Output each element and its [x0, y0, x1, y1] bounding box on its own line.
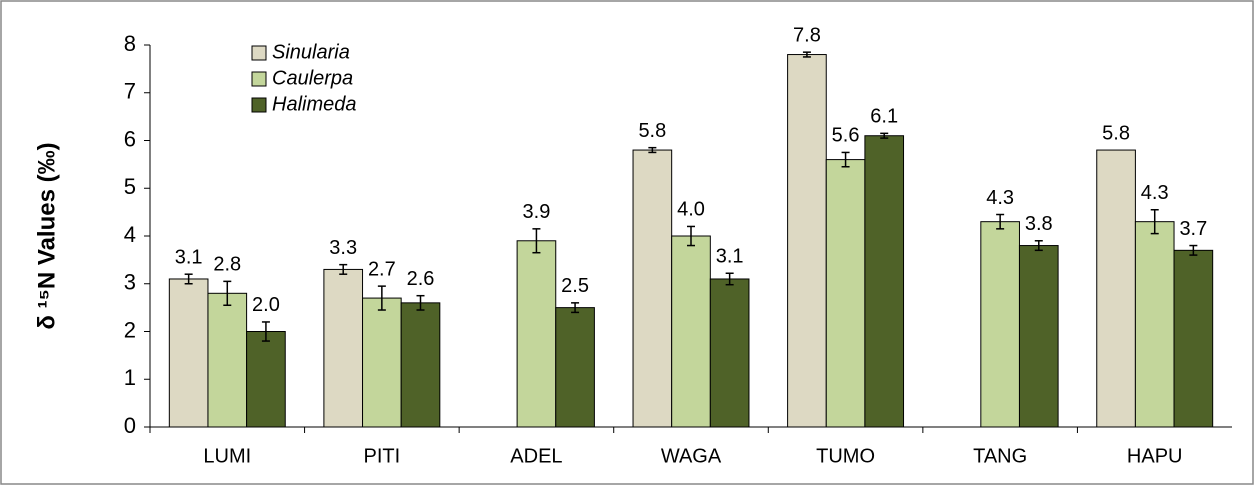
bar: [864, 135, 905, 428]
y-tick-label: 6: [124, 126, 136, 151]
bar: [1096, 149, 1136, 428]
bar: [980, 221, 1020, 428]
bar: [362, 297, 402, 428]
x-tick-label: WAGA: [661, 445, 722, 467]
y-tick-label: 5: [124, 174, 136, 199]
bar: [1134, 221, 1175, 428]
legend-swatch: [251, 71, 267, 87]
bar: [787, 54, 827, 428]
data-label: 3.7: [1179, 218, 1207, 240]
data-label: 3.8: [1025, 213, 1053, 235]
legend-swatch: [251, 45, 267, 61]
data-label: 6.1: [870, 106, 898, 128]
bar: [671, 235, 711, 428]
x-tick-label: HAPU: [1127, 445, 1183, 467]
bar: [825, 159, 866, 428]
data-label: 4.3: [1141, 182, 1169, 204]
data-label: 5.6: [832, 125, 860, 147]
y-tick-label: 4: [124, 222, 136, 247]
y-tick-label: 0: [124, 413, 136, 438]
legend-text: Sinularia: [272, 41, 350, 63]
bar: [246, 331, 286, 428]
y-tick-label: 3: [124, 270, 136, 295]
x-tick-label: ADEL: [510, 445, 562, 467]
x-tick-label: LUMI: [203, 445, 251, 467]
data-label: 2.7: [368, 258, 396, 280]
y-tick-label: 1: [124, 365, 136, 390]
data-label: 4.0: [677, 199, 705, 221]
legend-text: Halimeda: [272, 93, 356, 115]
data-label: 5.8: [1102, 122, 1130, 144]
y-axis-label: δ ¹⁵N Values (‰): [33, 142, 60, 329]
data-label: 3.9: [523, 201, 551, 223]
bar: [516, 240, 557, 428]
bar: [1173, 249, 1214, 428]
data-label: 2.8: [213, 254, 241, 276]
data-label: 4.3: [986, 187, 1014, 209]
bar: [632, 149, 673, 428]
x-tick-label: TUMO: [816, 445, 875, 467]
bar: [555, 307, 595, 428]
bar: [709, 278, 750, 428]
bar: [400, 302, 441, 428]
legend-text: Caulerpa: [272, 67, 353, 89]
bar: [323, 268, 364, 428]
bar: [168, 278, 209, 428]
legend-swatch: [251, 97, 267, 113]
data-label: 2.0: [252, 294, 280, 316]
data-label: 7.8: [793, 24, 821, 46]
y-tick-label: 8: [124, 31, 136, 56]
x-tick-label: PITI: [364, 445, 401, 467]
data-label: 2.5: [561, 275, 589, 297]
data-label: 2.6: [407, 268, 435, 290]
data-label: 5.8: [638, 120, 666, 142]
bar: [207, 292, 248, 428]
bar: [1018, 245, 1059, 428]
x-tick-label: TANG: [973, 445, 1027, 467]
data-label: 3.3: [329, 237, 357, 259]
data-label: 3.1: [716, 246, 744, 268]
y-tick-label: 7: [124, 79, 136, 104]
y-tick-label: 2: [124, 317, 136, 342]
data-label: 3.1: [175, 246, 203, 268]
